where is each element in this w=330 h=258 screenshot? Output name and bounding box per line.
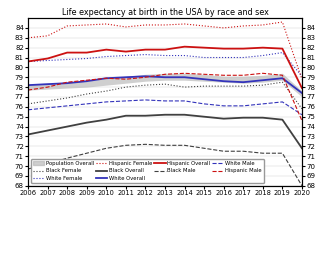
Legend: Population Overall, Black Female, White Female, Hispanic Female, Black Overall, : Population Overall, Black Female, White … xyxy=(31,159,264,183)
Title: Life expectancy at birth in the USA by race and sex: Life expectancy at birth in the USA by r… xyxy=(62,8,268,17)
